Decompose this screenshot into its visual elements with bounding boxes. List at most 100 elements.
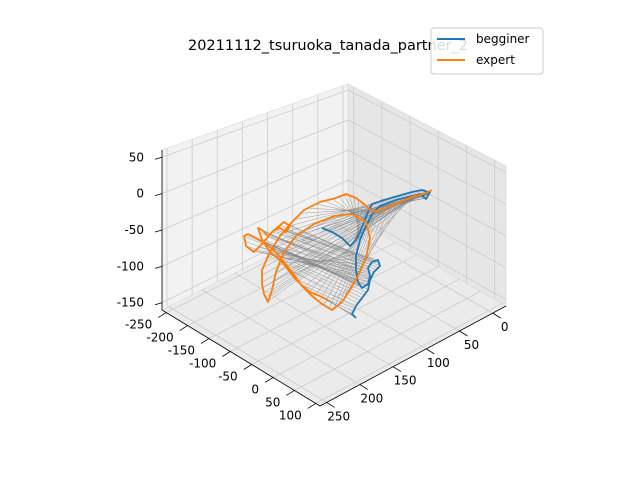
y-tick-label: 0 <box>501 320 509 334</box>
x-tick-mark <box>200 338 210 344</box>
grid-z-left <box>161 209 349 304</box>
y-tick-mark <box>492 312 501 319</box>
connector-line <box>294 278 357 307</box>
connector-line <box>287 229 378 261</box>
connector-line <box>262 196 395 268</box>
connector-line <box>263 191 414 294</box>
connector-line <box>339 209 377 305</box>
y-axis-line <box>319 305 507 407</box>
x-tick-label: -100 <box>189 357 216 371</box>
z-tick-mark <box>154 193 163 197</box>
x-tick-label: -50 <box>218 369 238 383</box>
series-line-begginer <box>321 189 431 319</box>
connector-line <box>258 228 370 284</box>
connector-line <box>287 269 359 304</box>
connector-lines <box>243 189 433 319</box>
connector-line <box>300 208 370 214</box>
legend: begginer expert <box>430 27 544 75</box>
z-tick-label: -150 <box>117 296 144 310</box>
connector-line <box>261 237 369 290</box>
y-tick-label: 100 <box>427 356 450 370</box>
z-tick-label: 50 <box>129 150 144 164</box>
x-tick-mark <box>222 351 231 357</box>
z-tick-mark <box>154 229 163 233</box>
connector-line <box>258 247 370 275</box>
x-tick-mark <box>286 390 295 396</box>
grid-z-left <box>161 89 349 158</box>
connector-line <box>278 228 380 266</box>
tick-labels: 500-50-100-150-250-200-150-100-500501000… <box>117 150 509 423</box>
x-tick-label: -150 <box>168 344 195 358</box>
grid-z-left <box>161 179 349 267</box>
connector-line <box>343 207 379 300</box>
connector-line <box>276 200 381 242</box>
y-tick-mark <box>326 402 335 408</box>
y-tick-mark <box>392 366 402 373</box>
y-tick-label: 150 <box>394 374 417 388</box>
grid-x-floor <box>187 230 374 326</box>
legend-label-begginer: begginer <box>476 32 530 46</box>
connector-line <box>335 197 427 217</box>
x-tick-mark <box>158 312 167 318</box>
connector-line <box>324 200 366 219</box>
connector-line <box>327 299 357 319</box>
connector-line <box>303 237 362 288</box>
connector-line <box>264 244 367 293</box>
connector-line <box>360 199 400 271</box>
y-tick-label: 200 <box>360 392 383 406</box>
connector-line <box>307 207 369 212</box>
z-tick-label: -50 <box>124 223 144 237</box>
grid-z-right <box>347 119 507 205</box>
z-tick-label: 0 <box>136 187 144 201</box>
grid-x-floor <box>315 303 502 404</box>
connector-line <box>265 190 417 298</box>
connector-line <box>250 249 370 280</box>
grid-z-right <box>347 179 507 269</box>
x-tick-label: -250 <box>125 318 152 332</box>
y-tick-mark <box>359 384 369 390</box>
y-tick-mark <box>459 330 468 337</box>
x-tick-label: 100 <box>279 408 302 422</box>
connector-line <box>275 229 379 268</box>
connector-line <box>357 200 359 238</box>
grid-x-floor <box>230 254 417 352</box>
connector-line <box>271 199 386 250</box>
grid-z-left <box>161 119 349 195</box>
x-tick-label: -200 <box>146 331 173 345</box>
x-tick-mark <box>264 377 274 383</box>
connector-line <box>288 203 373 227</box>
y-tick-label: 250 <box>327 409 350 423</box>
grid-z-left <box>161 149 349 231</box>
connector-line <box>351 202 389 287</box>
connector-line <box>273 230 370 267</box>
grid-x-floor <box>272 278 460 378</box>
connector-line <box>367 196 410 252</box>
connector-line <box>315 203 367 215</box>
z-tick-mark <box>154 302 163 306</box>
connector-line <box>289 226 376 262</box>
z-tick-label: -100 <box>117 259 144 273</box>
grid-x-floor <box>251 266 438 365</box>
x-axis-line <box>161 309 321 407</box>
grid-z-right <box>347 209 507 300</box>
grid-y-floor <box>168 306 327 403</box>
grid-z-right <box>347 89 507 173</box>
y-tick-label: 50 <box>464 338 479 352</box>
grid-y-floor <box>268 255 427 350</box>
grid-y-floor <box>301 239 460 332</box>
series-lines <box>243 189 433 319</box>
z-tick-mark <box>154 265 163 269</box>
connector-line <box>302 285 355 309</box>
legend-label-expert: expert <box>476 53 515 67</box>
y-tick-mark <box>426 348 435 355</box>
connector-line <box>267 190 420 302</box>
x-tick-mark <box>179 325 188 331</box>
chart-title: 20211112_tsuruoka_tanada_partner_2 <box>188 38 468 54</box>
grid-x-floor <box>294 291 481 391</box>
x-tick-label: 0 <box>251 382 259 396</box>
grid-y-floor <box>234 272 394 368</box>
x-tick-mark <box>243 364 252 370</box>
connector-line <box>347 204 383 294</box>
x-tick-label: 50 <box>265 395 280 409</box>
